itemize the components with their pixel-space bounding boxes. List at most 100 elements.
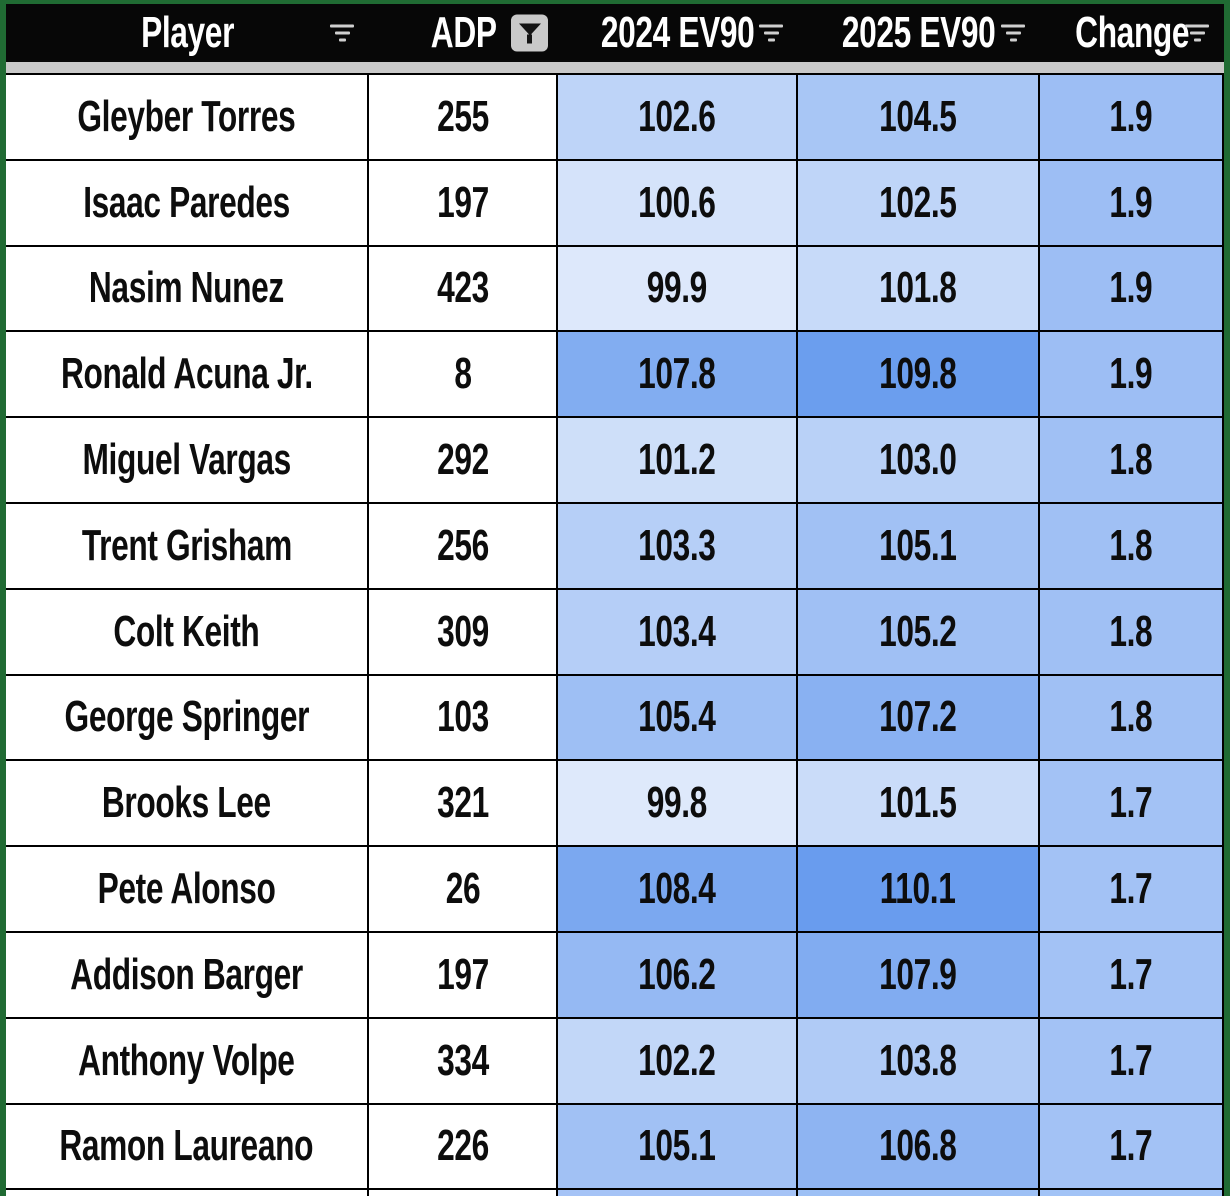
adp-cell[interactable]: 226: [369, 1104, 558, 1189]
change-cell[interactable]: 1.8: [1040, 589, 1224, 674]
header-2025-ev90-label: 2025 EV90: [842, 8, 996, 57]
table-row: Gleyber Torres 255 102.6 104.5 1.9: [6, 75, 1224, 161]
player-cell[interactable]: Colt Keith: [6, 589, 369, 674]
change-cell[interactable]: 1.9: [1040, 332, 1224, 417]
sheet-frame-right: [1224, 0, 1230, 1196]
change-cell[interactable]: 1.8: [1040, 675, 1224, 760]
change-cell[interactable]: 1.7: [1040, 761, 1224, 846]
ev2024-cell[interactable]: 99.9: [558, 246, 798, 331]
table-row: Colt Keith 309 103.4 105.2 1.8: [6, 589, 1224, 676]
filter-menu-icon[interactable]: [329, 24, 355, 42]
ev2024-cell[interactable]: 105.4: [558, 675, 798, 760]
adp-cell[interactable]: 256: [369, 503, 558, 588]
ev2025-cell[interactable]: 103.0: [798, 418, 1040, 502]
adp-cell[interactable]: 255: [369, 75, 558, 159]
ev2025-cell[interactable]: 105.2: [798, 589, 1040, 674]
header-adp-label: ADP: [430, 8, 497, 57]
ev2024-cell[interactable]: 103.3: [558, 503, 798, 588]
ev2024-cell[interactable]: 99.8: [558, 761, 798, 846]
adp-cell[interactable]: 26: [369, 847, 558, 931]
adp-cell[interactable]: 309: [369, 589, 558, 674]
ev2024-cell[interactable]: 108.4: [558, 847, 798, 931]
player-cell[interactable]: Ramon Laureano: [6, 1104, 369, 1189]
header-player[interactable]: Player: [6, 4, 369, 62]
header-2024-ev90-label: 2024 EV90: [601, 8, 755, 57]
ev2025-cell[interactable]: 105.1: [798, 503, 1040, 588]
ev2025-cell[interactable]: 101.5: [798, 761, 1040, 846]
player-cell[interactable]: George Springer: [6, 675, 369, 760]
ev2025-cell[interactable]: 109.8: [798, 332, 1040, 417]
change-cell[interactable]: 1.9: [1040, 75, 1224, 159]
table-row: Anthony Volpe 334 102.2 103.8 1.7: [6, 1018, 1224, 1105]
ev2024-cell[interactable]: 102.6: [558, 75, 798, 159]
change-cell[interactable]: 1.8: [1040, 418, 1224, 502]
funnel-icon: [518, 23, 541, 35]
ev2024-cell[interactable]: [558, 1190, 798, 1196]
change-cell[interactable]: 1.9: [1040, 246, 1224, 331]
ev2024-cell[interactable]: 105.1: [558, 1104, 798, 1189]
player-cell[interactable]: Anthony Volpe: [6, 1018, 369, 1103]
adp-cell[interactable]: 334: [369, 1018, 558, 1103]
adp-cell[interactable]: 292: [369, 418, 558, 502]
change-cell[interactable]: 1.7: [1040, 1018, 1224, 1103]
filter-menu-icon[interactable]: [1184, 24, 1210, 42]
player-cell[interactable]: Gleyber Torres: [6, 75, 369, 159]
ev2025-cell[interactable]: 107.2: [798, 675, 1040, 760]
header-2024-ev90[interactable]: 2024 EV90: [558, 4, 798, 62]
ev2025-cell[interactable]: 106.8: [798, 1104, 1040, 1189]
change-cell[interactable]: 1.7: [1040, 1104, 1224, 1189]
adp-cell[interactable]: 103: [369, 675, 558, 760]
player-cell[interactable]: Ronald Acuna Jr.: [6, 332, 369, 417]
adp-cell[interactable]: 423: [369, 246, 558, 331]
frozen-row-divider: [6, 62, 1224, 73]
change-cell[interactable]: 1.9: [1040, 160, 1224, 245]
ev2024-cell[interactable]: 103.4: [558, 589, 798, 674]
change-cell[interactable]: [1040, 1190, 1224, 1196]
table-row: Trent Grisham 256 103.3 105.1 1.8: [6, 503, 1224, 590]
ev2025-cell[interactable]: 107.9: [798, 932, 1040, 1017]
ev2025-cell[interactable]: 104.5: [798, 75, 1040, 159]
ev2024-cell[interactable]: 100.6: [558, 160, 798, 245]
ev2024-cell[interactable]: 102.2: [558, 1018, 798, 1103]
filter-menu-icon[interactable]: [1000, 24, 1026, 42]
change-cell[interactable]: 1.8: [1040, 503, 1224, 588]
table-row: Brooks Lee 321 99.8 101.5 1.7: [6, 761, 1224, 848]
header-adp[interactable]: ADP: [369, 4, 558, 62]
ev2024-cell[interactable]: 106.2: [558, 932, 798, 1017]
player-cell[interactable]: Brooks Lee: [6, 761, 369, 846]
filter-menu-icon[interactable]: [758, 24, 784, 42]
player-cell[interactable]: Addison Barger: [6, 932, 369, 1017]
adp-cell[interactable]: 8: [369, 332, 558, 417]
table-row: Pete Alonso 26 108.4 110.1 1.7: [6, 847, 1224, 933]
player-cell[interactable]: Isaac Paredes: [6, 160, 369, 245]
ev2024-cell[interactable]: 107.8: [558, 332, 798, 417]
adp-cell[interactable]: [369, 1190, 558, 1196]
player-cell[interactable]: Pete Alonso: [6, 847, 369, 931]
table-body: Gleyber Torres 255 102.6 104.5 1.9 Isaac…: [6, 73, 1224, 1196]
header-change[interactable]: Change: [1040, 4, 1224, 62]
adp-cell[interactable]: 197: [369, 932, 558, 1017]
change-cell[interactable]: 1.7: [1040, 847, 1224, 931]
table-row-partial: [6, 1190, 1224, 1196]
header-2025-ev90[interactable]: 2025 EV90: [798, 4, 1040, 62]
filter-active-icon[interactable]: [511, 14, 548, 52]
table-row: Isaac Paredes 197 100.6 102.5 1.9: [6, 160, 1224, 247]
player-cell[interactable]: Trent Grisham: [6, 503, 369, 588]
ev2024-cell[interactable]: 101.2: [558, 418, 798, 502]
adp-cell[interactable]: 197: [369, 160, 558, 245]
ev2025-cell[interactable]: 102.5: [798, 160, 1040, 245]
table-row: Miguel Vargas 292 101.2 103.0 1.8: [6, 418, 1224, 504]
table-row: Addison Barger 197 106.2 107.9 1.7: [6, 932, 1224, 1019]
header-player-label: Player: [141, 8, 234, 57]
player-cell[interactable]: Miguel Vargas: [6, 418, 369, 502]
ev2025-cell[interactable]: 110.1: [798, 847, 1040, 931]
player-cell[interactable]: [6, 1190, 369, 1196]
change-cell[interactable]: 1.7: [1040, 932, 1224, 1017]
sheet-frame-left: [0, 0, 6, 1196]
ev2025-cell[interactable]: 103.8: [798, 1018, 1040, 1103]
ev2025-cell[interactable]: [798, 1190, 1040, 1196]
ev2025-cell[interactable]: 101.8: [798, 246, 1040, 331]
player-cell[interactable]: Nasim Nunez: [6, 246, 369, 331]
header-change-label: Change: [1074, 8, 1190, 57]
adp-cell[interactable]: 321: [369, 761, 558, 846]
